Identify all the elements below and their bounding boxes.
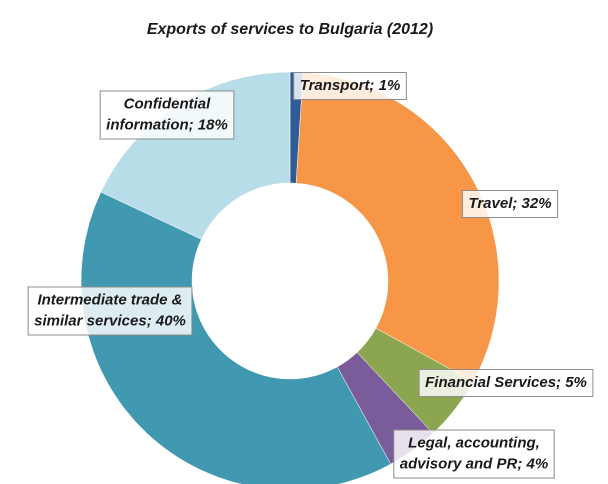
data-label-text: Travel; 32%	[468, 195, 551, 212]
data-label: Financial Services; 5%	[418, 369, 594, 397]
data-labels: Transport; 1% Travel; 32% Financial Servic…	[27, 72, 594, 479]
label-box	[393, 429, 555, 479]
data-label: Transport; 1%	[293, 72, 407, 100]
data-label: Confidential information; 18%	[99, 90, 235, 140]
donut-slice	[295, 72, 500, 383]
data-label-text: Legal, accounting,	[408, 434, 540, 451]
label-box	[99, 90, 235, 140]
data-label: Legal, accounting, advisory and PR; 4%	[393, 429, 555, 479]
donut-slice	[80, 191, 392, 484]
data-label-text: advisory and PR; 4%	[400, 455, 548, 472]
label-box	[461, 190, 559, 218]
data-label-text: Financial Services; 5%	[425, 374, 587, 391]
label-box	[27, 286, 193, 336]
data-label: Travel; 32%	[461, 190, 559, 218]
label-box	[293, 72, 407, 100]
chart-title: Exports of services to Bulgaria (2012)	[147, 21, 433, 38]
data-label-text: Confidential	[124, 95, 211, 112]
label-box	[418, 369, 594, 397]
data-label-text: similar services; 40%	[34, 312, 186, 329]
donut	[80, 71, 500, 484]
data-label: Intermediate trade & similar services; 40…	[27, 286, 193, 336]
data-label-text: Intermediate trade &	[37, 291, 182, 308]
data-label-text: information; 18%	[106, 116, 228, 133]
data-label-text: Transport; 1%	[300, 77, 401, 94]
